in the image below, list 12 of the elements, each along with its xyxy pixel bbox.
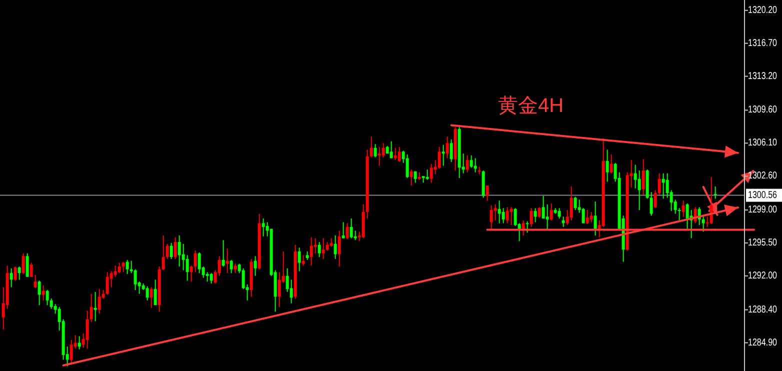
y-tick-label: 1306.10 (748, 138, 782, 149)
y-tick-label: 1284.90 (748, 337, 782, 348)
y-tick-label: 1316.70 (748, 38, 782, 49)
y-tick-label: 1309.60 (748, 104, 782, 116)
y-tick-label: 1288.40 (748, 304, 782, 316)
y-tick-label: 1299.00 (748, 204, 782, 216)
y-tick-label: 1295.50 (748, 237, 782, 248)
y-tick-label: 1313.20 (748, 70, 782, 82)
title: 黄金4H (498, 95, 564, 117)
y-tick-label: 1320.20 (748, 4, 782, 16)
ref-label: 1300.56 (746, 188, 782, 202)
y-tick-label: 1292.00 (748, 270, 782, 282)
